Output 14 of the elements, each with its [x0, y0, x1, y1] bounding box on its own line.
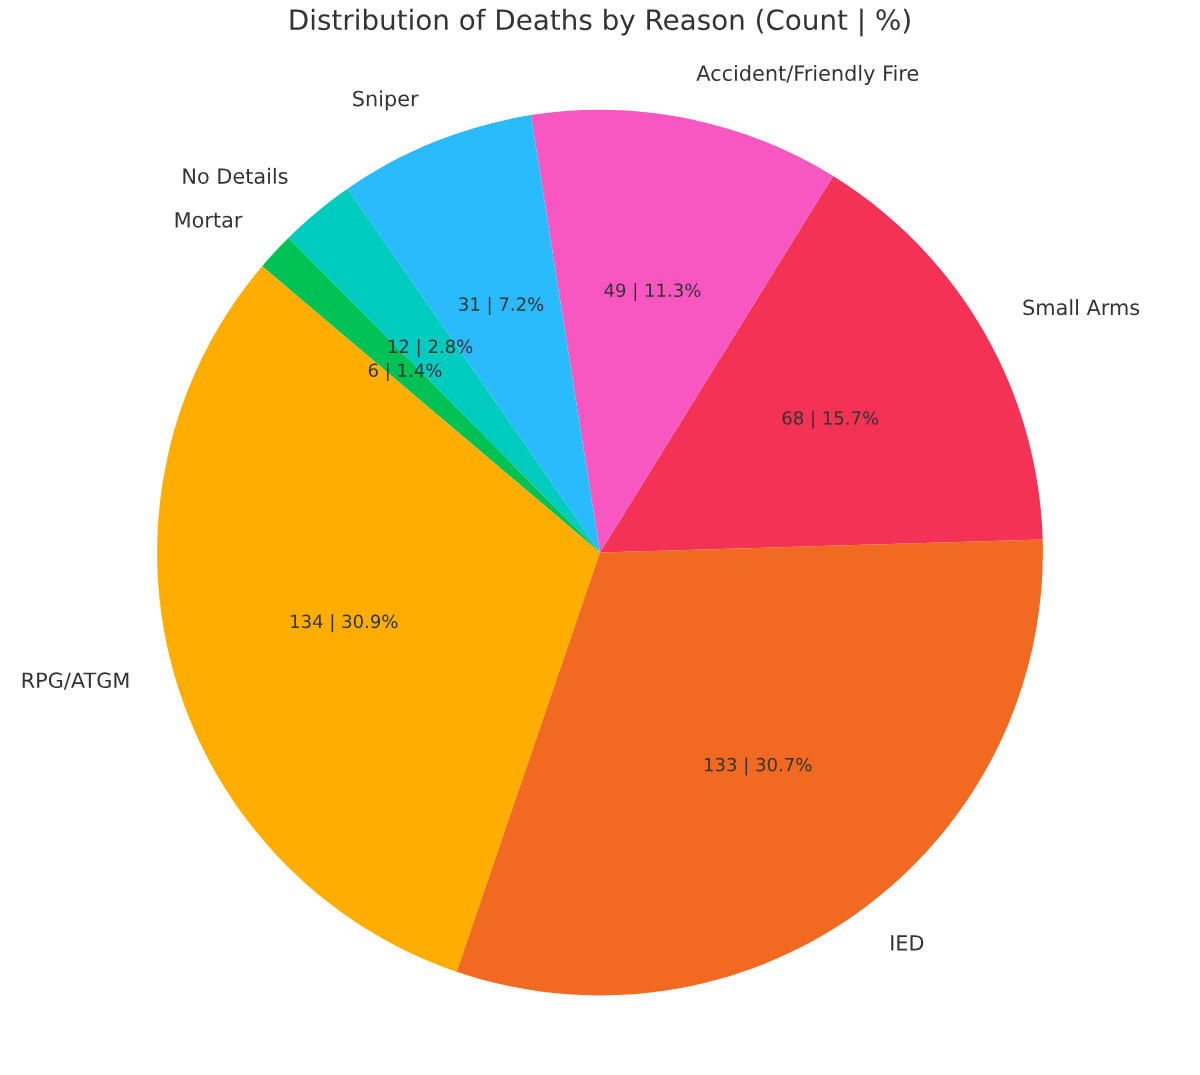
slice-label: Mortar: [175, 212, 243, 228]
data-label: 133 | 30.7%: [705, 757, 812, 776]
slice-label: RPG/ATGM: [22, 672, 129, 690]
slice-label: Small Arms: [1023, 299, 1140, 316]
slice-label: IED: [891, 935, 924, 951]
data-label: 6 | 1.4%: [368, 363, 442, 382]
data-label: 68 | 15.7%: [782, 410, 879, 429]
data-label: 31 | 7.2%: [459, 296, 544, 315]
slice-label: No Details: [183, 167, 288, 184]
data-label: 134 | 30.9%: [291, 614, 398, 633]
chart-title: Distribution of Deaths by Reason (Count | %): [290, 8, 910, 37]
slice-label: Accident/Friendly Fire: [696, 64, 919, 86]
slice-label: Sniper: [353, 90, 419, 111]
data-label: 49 | 11.3%: [604, 283, 701, 302]
